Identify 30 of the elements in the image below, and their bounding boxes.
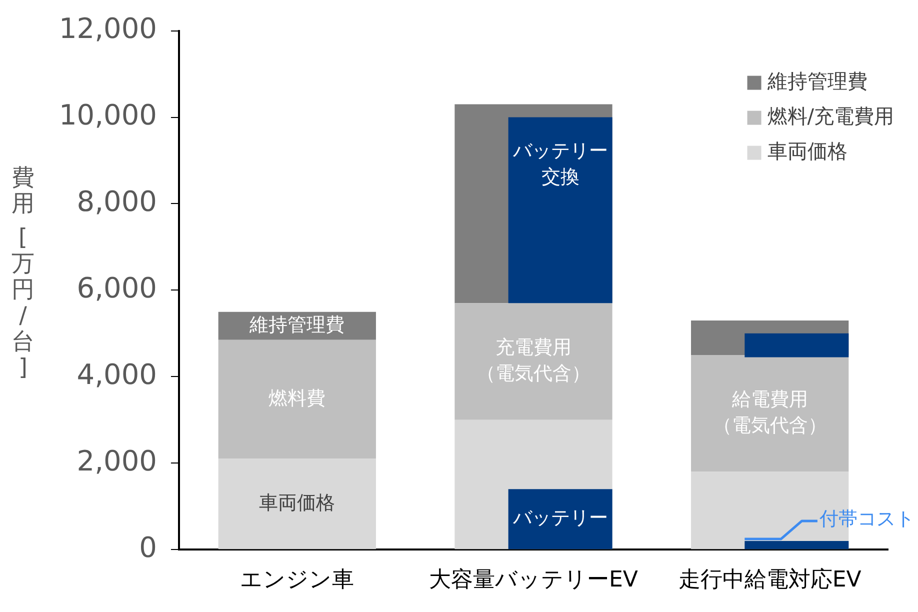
x-tick-label: 大容量バッテリーEV <box>429 568 638 593</box>
annotation: バッテリー交換 <box>512 140 608 188</box>
y-tick-label: 0 <box>139 530 157 564</box>
bar <box>508 117 612 304</box>
y-tick-label: 12,000 <box>58 12 157 46</box>
legend-label: 燃料/充電費用 <box>767 104 894 128</box>
annotation: 維持管理費 <box>248 314 345 336</box>
x-tick-label: エンジン車 <box>240 568 354 593</box>
bar <box>454 303 612 420</box>
legend-label: 維持管理費 <box>766 69 868 94</box>
y-tick-label: 4,000 <box>76 358 157 391</box>
annotation: 車両価格 <box>259 492 336 514</box>
y-tick-label: 2,000 <box>76 444 157 478</box>
bar <box>218 458 376 550</box>
annotation: 燃料費 <box>268 387 326 410</box>
annotation: 充電費用（電気代含） <box>476 336 590 384</box>
y-tick-label: 10,000 <box>58 98 157 132</box>
y-tick-label: 6,000 <box>76 271 157 304</box>
x-tick-label: 走行中給電対応EV <box>678 568 862 593</box>
annotation: バッテリー <box>512 507 608 530</box>
bar <box>691 355 849 472</box>
bar <box>508 489 612 550</box>
annotation: 付帯コスト <box>818 508 915 530</box>
y-tick-label: 8,000 <box>76 185 157 218</box>
bar <box>218 340 376 459</box>
annotation: 給電費用（電気代含） <box>712 388 827 436</box>
legend-label: 車両価格 <box>767 139 848 164</box>
y-axis-title: 費用 [万円/台] <box>10 165 36 381</box>
bar <box>744 333 849 358</box>
bar <box>744 540 849 550</box>
